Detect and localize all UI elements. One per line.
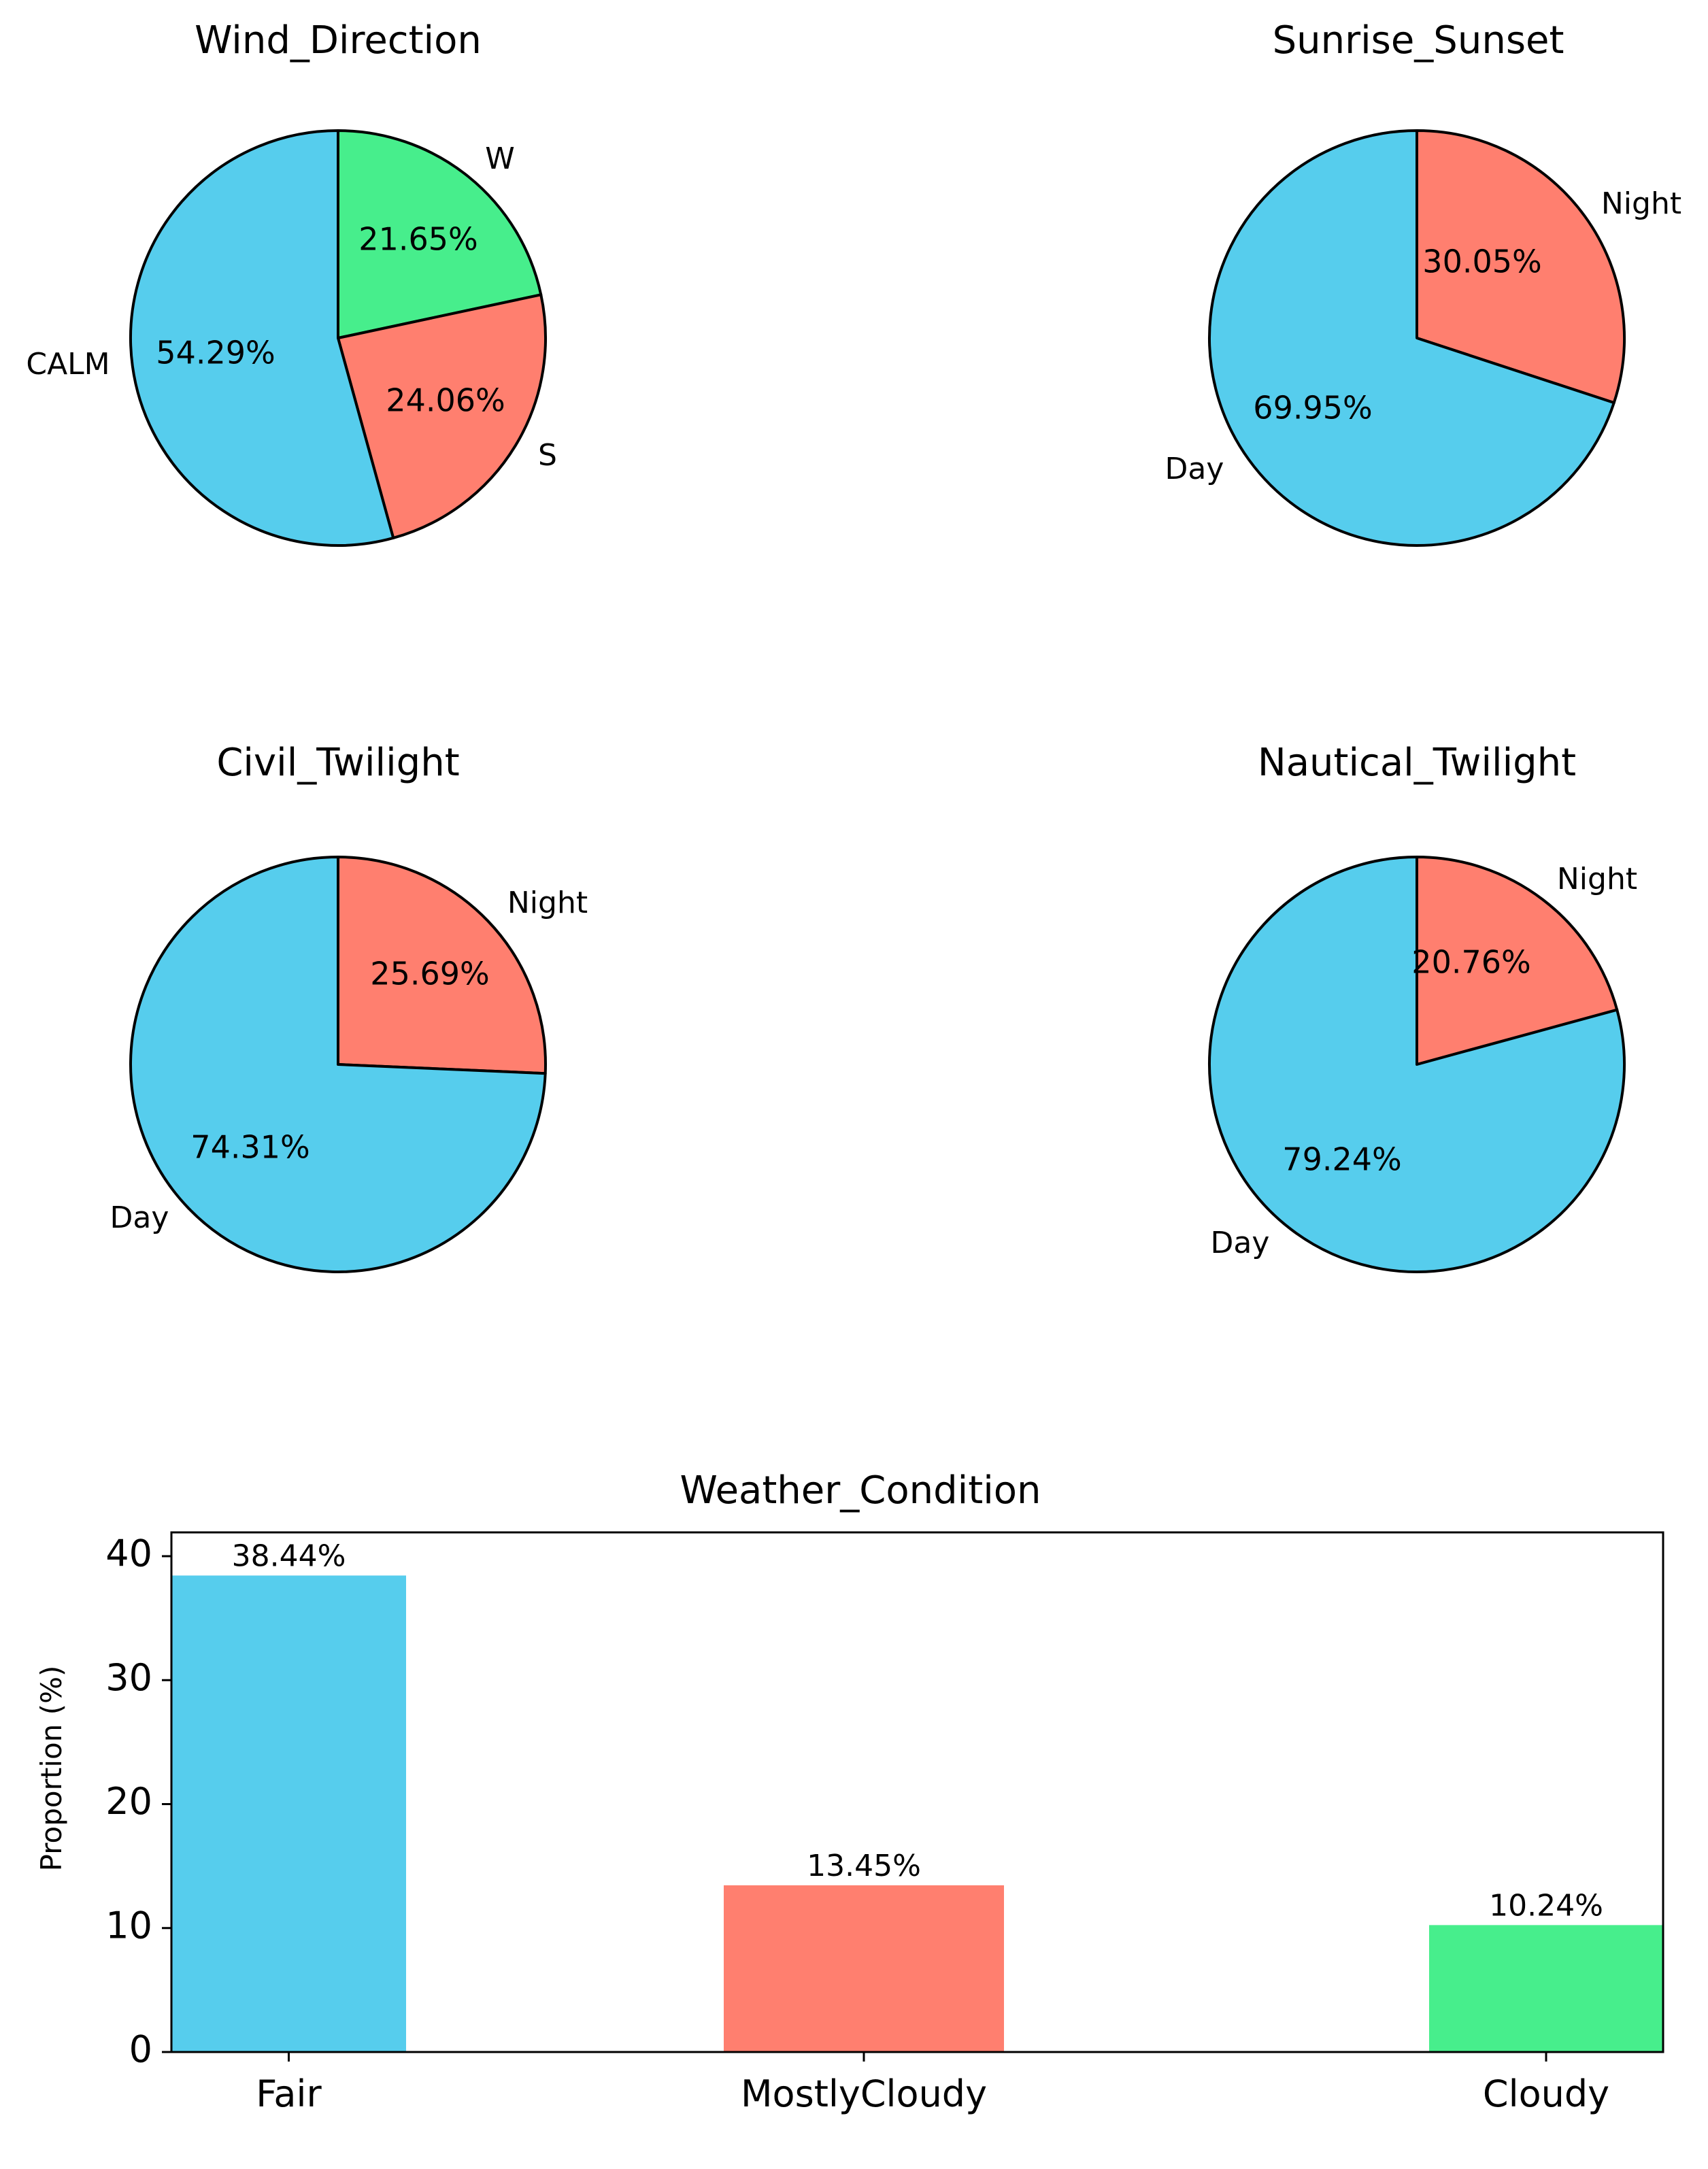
pie-label-night: Night bbox=[507, 886, 588, 920]
y-axis-label: Proportion (%) bbox=[35, 1666, 68, 1872]
pie-percent-day: 69.95% bbox=[1253, 390, 1372, 426]
pie-label-night: Night bbox=[1601, 186, 1681, 221]
bar-chart-weather-condition: Weather_Condition Proportion (%) 38.44% F… bbox=[35, 1468, 1664, 2115]
pie-percent-night: 20.76% bbox=[1411, 944, 1530, 981]
pie-slice-s bbox=[337, 293, 547, 539]
bar-value-label: 13.45% bbox=[807, 1849, 921, 1883]
pie-title: Civil_Twilight bbox=[216, 741, 459, 785]
pie-chart-civil-twilight: Civil_Twilight Night 25.69% Day 74.31% bbox=[110, 741, 588, 1273]
bar-fair bbox=[171, 1575, 406, 2052]
bar-plot-area: 38.44% Fair 13.45% MostlyCloudy 10.24% Cloudy… bbox=[105, 1531, 1664, 2115]
x-tick-label: Fair bbox=[256, 2072, 322, 2115]
pie-slice-calm bbox=[129, 129, 395, 547]
y-tick-label: 20 bbox=[105, 1780, 152, 1823]
pie-slice-day bbox=[1208, 856, 1626, 1273]
pie-label-day: Day bbox=[1165, 452, 1224, 486]
pie-percent-night: 25.69% bbox=[370, 956, 489, 992]
bar-value-label: 10.24% bbox=[1489, 1888, 1603, 1923]
pie-chart-sunrise-sunset: Sunrise_Sunset Night 30.05% Day 69.95% bbox=[1165, 18, 1681, 547]
plot-frame bbox=[170, 1531, 1664, 2053]
pie-title: Sunrise_Sunset bbox=[1273, 18, 1564, 63]
pie-percent-calm: 54.29% bbox=[156, 335, 275, 371]
y-tick-label: 0 bbox=[129, 2028, 152, 2071]
bar-chart-title: Weather_Condition bbox=[680, 1468, 1041, 1513]
x-tick-label: Cloudy bbox=[1483, 2072, 1609, 2115]
pie-label-day: Day bbox=[110, 1200, 169, 1235]
bar-mostlycloudy bbox=[724, 1885, 1004, 2052]
pie-percent-day: 79.24% bbox=[1282, 1141, 1401, 1178]
pie-slice-night bbox=[337, 856, 547, 1075]
pie-label-w: W bbox=[485, 141, 515, 176]
pie-percent-w: 21.65% bbox=[358, 221, 478, 258]
pie-percent-s: 24.06% bbox=[386, 382, 505, 419]
bar-value-label: 38.44% bbox=[232, 1539, 346, 1573]
x-tick-label: MostlyCloudy bbox=[741, 2072, 987, 2115]
pie-chart-nautical-twilight: Nautical_Twilight Night 20.76% Day 79.24% bbox=[1208, 741, 1637, 1273]
pie-slice-w bbox=[337, 129, 543, 339]
y-tick-label: 30 bbox=[105, 1656, 152, 1699]
pie-percent-night: 30.05% bbox=[1422, 243, 1541, 280]
bar-cloudy bbox=[1429, 1925, 1663, 2052]
pie-slice-day bbox=[1208, 129, 1615, 547]
y-tick-label: 10 bbox=[105, 1904, 152, 1947]
y-tick-label: 40 bbox=[105, 1532, 152, 1575]
pie-label-night: Night bbox=[1557, 862, 1637, 896]
pie-title: Nautical_Twilight bbox=[1258, 741, 1576, 785]
pie-slice-night bbox=[1416, 129, 1626, 405]
pie-chart-wind-direction: Wind_Direction W 21.65% S 24.06% CALM 54.29% bbox=[26, 18, 557, 547]
pie-label-s: S bbox=[538, 438, 557, 473]
pie-slice-day bbox=[129, 856, 547, 1273]
pie-label-day: Day bbox=[1211, 1226, 1270, 1260]
pie-percent-day: 74.31% bbox=[190, 1129, 309, 1166]
pie-slice-night bbox=[1416, 856, 1619, 1066]
pie-label-calm: CALM bbox=[26, 347, 110, 382]
pie-title: Wind_Direction bbox=[195, 18, 482, 63]
